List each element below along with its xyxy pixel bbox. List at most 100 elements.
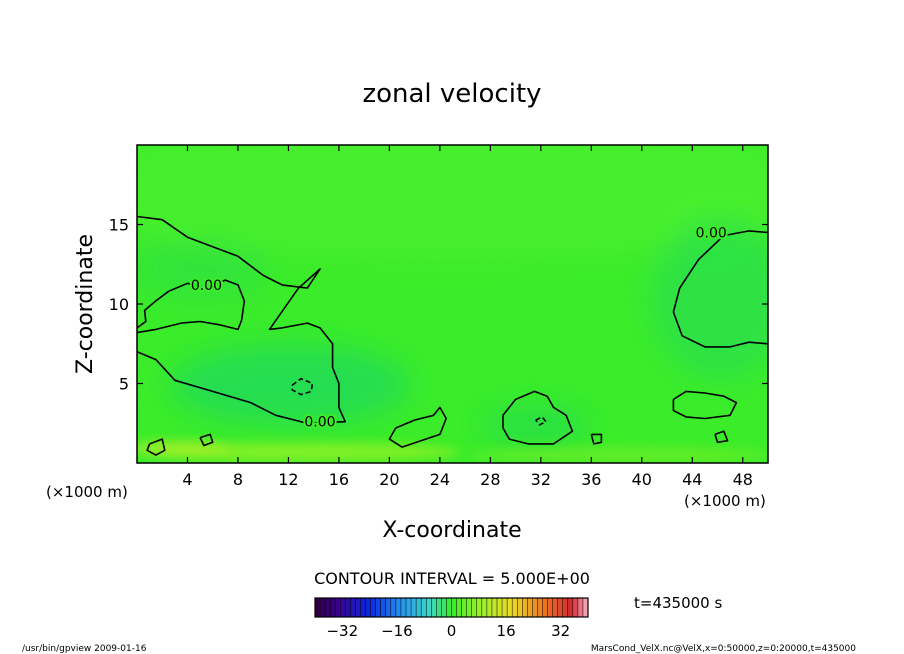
field-positive-region bbox=[137, 440, 230, 456]
x-tick-label: 4 bbox=[182, 470, 192, 489]
contour-label: 0.00 bbox=[696, 225, 727, 241]
colorbar-tick-label: −16 bbox=[381, 622, 413, 640]
zero-contour bbox=[199, 433, 214, 447]
colorbar-cell bbox=[370, 598, 376, 617]
x-tick-label: 40 bbox=[632, 470, 652, 489]
colorbar-cell bbox=[491, 598, 498, 617]
y-tick-label: 15 bbox=[109, 216, 129, 235]
contour-lines bbox=[137, 215, 768, 456]
colorbar-cell bbox=[476, 598, 483, 617]
colorbar-tick-label: 0 bbox=[447, 622, 457, 640]
colorbar-cell bbox=[481, 598, 488, 617]
colorbar-cell bbox=[345, 598, 351, 617]
negative-contour bbox=[291, 377, 314, 396]
colorbar-ticks: −32 −16 0 16 32 bbox=[326, 622, 570, 640]
colorbar-cell bbox=[395, 598, 402, 617]
zero-contour bbox=[672, 390, 738, 420]
field-negative-region bbox=[650, 220, 768, 380]
colorbar-cell bbox=[582, 598, 589, 617]
y-axis-label: Z-coordinate bbox=[73, 234, 98, 374]
colorbar-cell bbox=[517, 598, 523, 617]
colorbar-cell bbox=[557, 598, 564, 617]
x-axis-ticks: 4 8 12 16 20 24 28 32 36 40 44 48 bbox=[182, 145, 753, 489]
colorbar-cell bbox=[375, 598, 382, 617]
colorbar-cell bbox=[325, 598, 331, 617]
colorbar bbox=[315, 598, 589, 617]
colorbar-cell bbox=[486, 598, 493, 617]
colorbar-cell bbox=[461, 598, 467, 617]
colorbar-cell bbox=[406, 598, 412, 617]
colorbar-tick-label: 32 bbox=[551, 622, 570, 640]
colorbar-cell bbox=[577, 598, 584, 617]
colorbar-cell bbox=[436, 598, 442, 617]
x-tick-label: 32 bbox=[531, 470, 551, 489]
heatmap-field bbox=[137, 145, 768, 463]
colorbar-cell bbox=[502, 598, 508, 617]
x-unit-left: (×1000 m) bbox=[46, 483, 128, 501]
x-tick-label: 16 bbox=[329, 470, 349, 489]
colorbar-cell bbox=[365, 598, 371, 617]
field-positive-region bbox=[470, 447, 768, 463]
y-axis-ticks: 5 10 15 bbox=[109, 216, 768, 394]
colorbar-cell bbox=[411, 598, 417, 617]
zero-contour bbox=[672, 230, 768, 348]
colorbar-cell bbox=[451, 598, 457, 617]
colorbar-cell bbox=[380, 598, 387, 617]
x-tick-label: 20 bbox=[379, 470, 399, 489]
colorbar-tick-label: −32 bbox=[326, 622, 358, 640]
contour-label: 0.00 bbox=[191, 278, 222, 294]
zero-contour bbox=[137, 279, 246, 334]
field-upper-glow bbox=[137, 145, 768, 260]
colorbar-cell bbox=[567, 598, 574, 617]
zero-contour bbox=[714, 430, 729, 444]
field-negative-region bbox=[170, 345, 410, 425]
y-tick-label: 5 bbox=[119, 375, 129, 394]
colorbar-cell bbox=[507, 598, 513, 617]
colorbar-frame bbox=[314, 597, 589, 618]
x-axis-label: X-coordinate bbox=[382, 518, 521, 543]
colorbar-cell bbox=[315, 598, 321, 617]
footer-left: /usr/bin/gpview 2009-01-16 bbox=[22, 644, 147, 654]
chart-title: zonal velocity bbox=[362, 79, 541, 109]
zero-contour bbox=[146, 438, 166, 456]
time-label: t=435000 s bbox=[634, 594, 722, 612]
colorbar-cell bbox=[537, 598, 543, 617]
colorbar-cell bbox=[421, 598, 427, 617]
colorbar-tick-label: 16 bbox=[497, 622, 516, 640]
colorbar-cell bbox=[547, 598, 553, 617]
zero-contour bbox=[137, 215, 347, 425]
colorbar-cell bbox=[527, 598, 533, 617]
field-negative-region bbox=[480, 405, 590, 445]
contour-label: 0.00 bbox=[304, 415, 335, 431]
zero-contour bbox=[590, 433, 603, 445]
colorbar-cell bbox=[466, 598, 473, 617]
colorbar-cell bbox=[456, 598, 462, 617]
colorbar-cell bbox=[360, 598, 366, 617]
colorbar-cell bbox=[426, 598, 432, 617]
contour-interval: CONTOUR INTERVAL = 5.000E+00 bbox=[314, 569, 590, 588]
colorbar-cell bbox=[400, 598, 407, 617]
colorbar-cell bbox=[552, 598, 558, 617]
colorbar-cell bbox=[350, 598, 356, 617]
colorbar-cell bbox=[441, 598, 447, 617]
colorbar-cell bbox=[512, 598, 518, 617]
x-tick-label: 28 bbox=[480, 470, 500, 489]
colorbar-cell bbox=[542, 598, 548, 617]
colorbar-cell bbox=[340, 598, 346, 617]
x-tick-label: 36 bbox=[581, 470, 601, 489]
colorbar-cell bbox=[522, 598, 528, 617]
y-tick-label: 10 bbox=[109, 295, 129, 314]
colorbar-cell bbox=[390, 598, 397, 617]
colorbar-cell bbox=[572, 598, 579, 617]
colorbar-cell bbox=[562, 598, 569, 617]
colorbar-cell bbox=[385, 598, 392, 617]
colorbar-cell bbox=[320, 598, 326, 617]
x-tick-label: 48 bbox=[733, 470, 753, 489]
colorbar-cell bbox=[355, 598, 361, 617]
colorbar-cell bbox=[497, 598, 503, 617]
x-tick-label: 12 bbox=[278, 470, 298, 489]
contour-labels: 0.00 0.00 0.00 bbox=[189, 223, 729, 432]
colorbar-cell bbox=[335, 598, 341, 617]
colorbar-cell bbox=[416, 598, 422, 617]
